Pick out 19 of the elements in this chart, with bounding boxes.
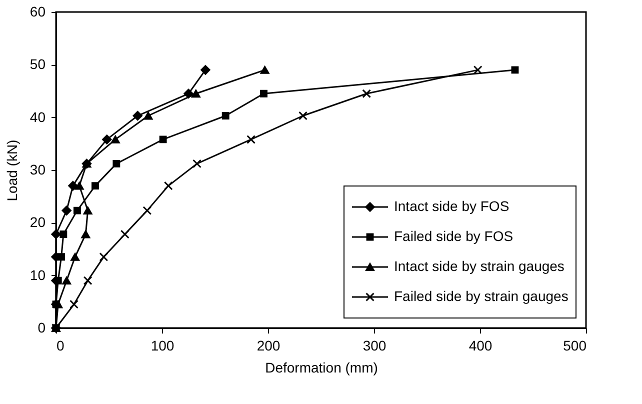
y-tick-label: 40 (30, 108, 46, 125)
y-tick-label: 20 (30, 214, 46, 230)
x-tick-label: 500 (563, 338, 587, 354)
legend-label: Failed side by strain gauges (394, 288, 568, 304)
y-axis-title: Load (kN) (4, 140, 20, 202)
x-axis-title: Deformation (mm) (265, 360, 378, 376)
legend-label: Intact side by FOS (394, 198, 510, 214)
x-tick-label: 300 (362, 338, 386, 354)
x-tick-label: 400 (468, 338, 492, 354)
x-tick-label: 0 (56, 338, 64, 354)
legend-label: Failed side by FOS (394, 228, 514, 244)
y-tick-label: 10 (30, 266, 46, 283)
y-tick-label: 30 (30, 162, 46, 178)
x-tick-label: 100 (150, 338, 174, 354)
y-tick-label: 60 (30, 4, 46, 20)
y-tick-label: 50 (30, 56, 46, 72)
y-tick-label: 0 (38, 320, 46, 336)
x-tick-label: 200 (256, 338, 280, 354)
legend-label: Intact side by strain gauges (394, 258, 564, 274)
